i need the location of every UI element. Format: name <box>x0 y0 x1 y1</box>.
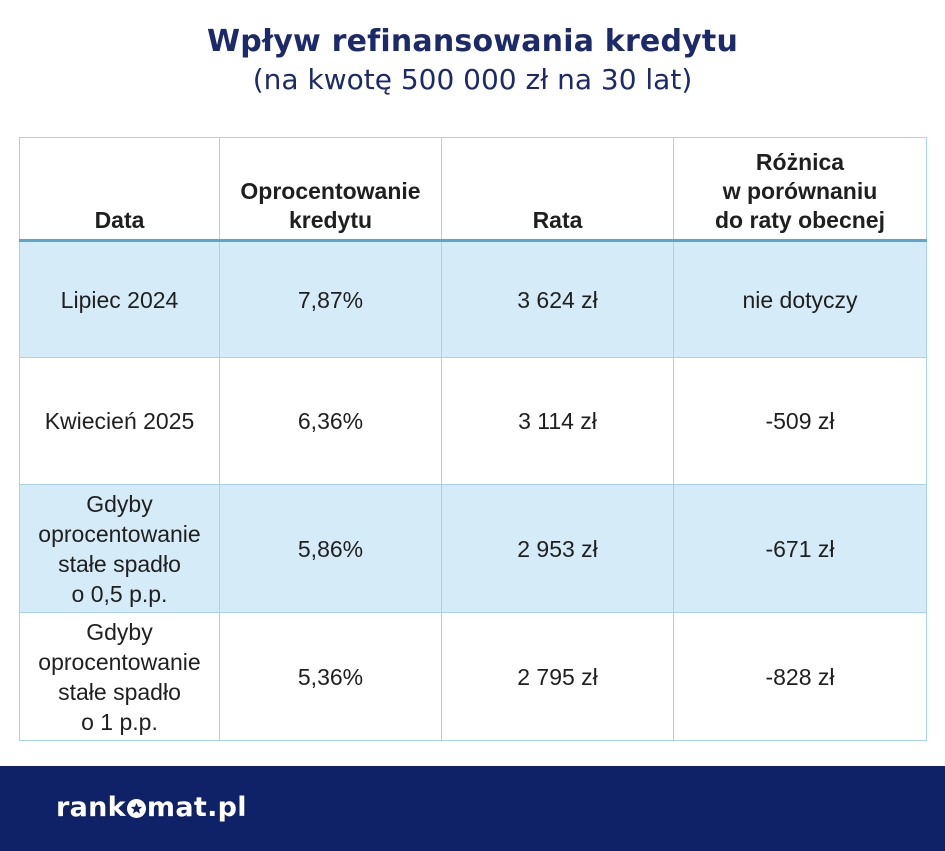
page-title: Wpływ refinansowania kredytu <box>206 24 739 59</box>
table-header-row: Data Oprocentowanie kredytu Rata Różnica w… <box>19 137 927 242</box>
footer-bar: rank mat.pl <box>0 766 945 851</box>
cell-difference: nie dotyczy <box>673 240 927 358</box>
column-header-date: Data <box>19 137 220 242</box>
column-header-interest-rate: Oprocentowanie kredytu <box>219 137 442 242</box>
cell-installment: 2 953 zł <box>441 484 674 613</box>
cell-installment: 2 795 zł <box>441 612 674 741</box>
star-in-circle-icon <box>126 799 146 818</box>
cell-date: Gdyby oprocentowanie stałe spadło o 1 p.p. <box>19 612 220 741</box>
cell-installment: 3 114 zł <box>441 357 674 485</box>
cell-interest-rate: 5,86% <box>219 484 442 613</box>
table-row: Gdyby oprocentowanie stałe spadło o 1 p.p. … <box>19 612 927 741</box>
cell-date: Gdyby oprocentowanie stałe spadło o 0,5 p.p… <box>19 484 220 613</box>
column-header-installment: Rata <box>441 137 674 242</box>
column-header-difference: Różnica w porównaniu do raty obecnej <box>673 137 927 242</box>
cell-date: Kwiecień 2025 <box>19 357 220 485</box>
header: Wpływ refinansowania kredytu (na kwotę 5… <box>0 22 945 98</box>
logo-text-suffix: mat.pl <box>146 792 247 823</box>
cell-difference: -509 zł <box>673 357 927 485</box>
cell-difference: -671 zł <box>673 484 927 613</box>
logo-text-prefix: rank <box>56 792 126 823</box>
table-row: Lipiec 2024 7,87% 3 624 zł nie dotyczy <box>19 240 927 358</box>
cell-interest-rate: 5,36% <box>219 612 442 741</box>
cell-installment: 3 624 zł <box>441 240 674 358</box>
cell-interest-rate: 6,36% <box>219 357 442 485</box>
table-row: Gdyby oprocentowanie stałe spadło o 0,5 p.p… <box>19 484 927 613</box>
cell-difference: -828 zł <box>673 612 927 741</box>
rankomat-logo: rank mat.pl <box>56 792 247 824</box>
table-row: Kwiecień 2025 6,36% 3 114 zł -509 zł <box>19 357 927 485</box>
cell-interest-rate: 7,87% <box>219 240 442 358</box>
refinancing-table: Data Oprocentowanie kredytu Rata Różnica w… <box>19 137 927 741</box>
cell-date: Lipiec 2024 <box>19 240 220 358</box>
page-subtitle: (na kwotę 500 000 zł na 30 lat) <box>252 63 693 96</box>
